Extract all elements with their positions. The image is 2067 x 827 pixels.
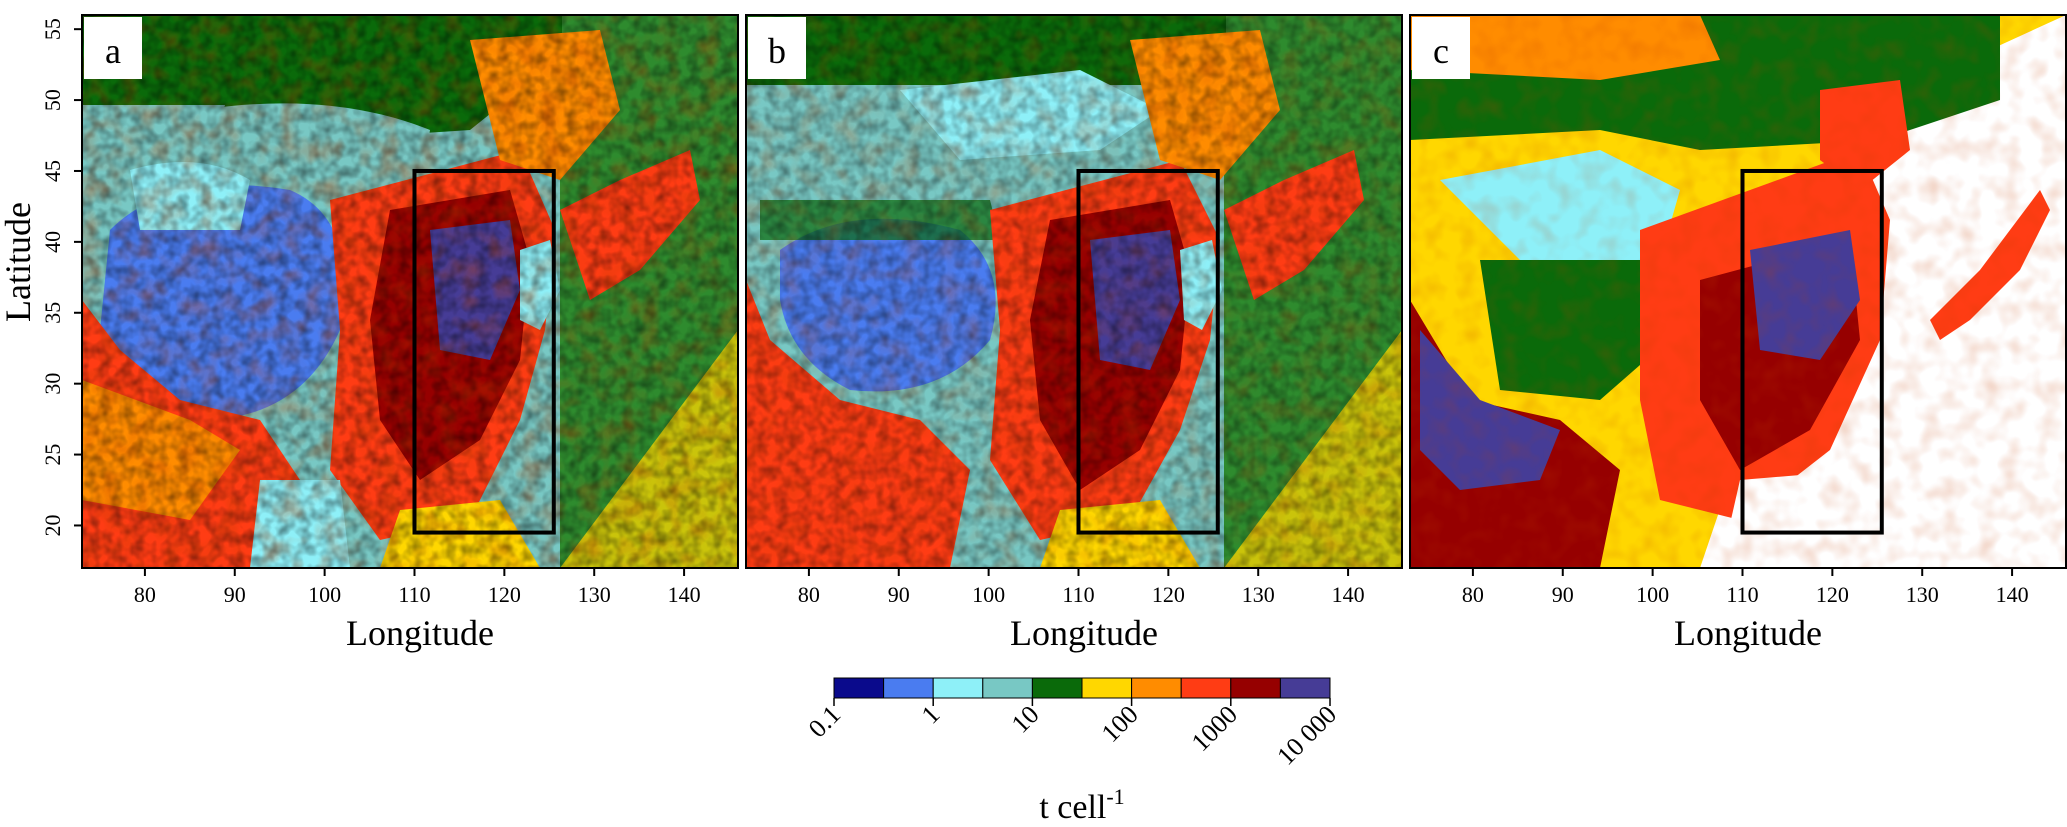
colorbar-swatch xyxy=(1230,677,1281,699)
texture-overlay xyxy=(1410,15,2066,568)
colorbar-swatch xyxy=(1180,677,1232,699)
colorbar-tick-label: 1 xyxy=(916,700,946,730)
lat-tick-label: 25 xyxy=(40,444,65,466)
x-axis-title-a: Longitude xyxy=(346,613,494,653)
panel-b-label-box xyxy=(748,17,806,79)
colorbar-swatch xyxy=(1081,677,1133,699)
colorbar-swatch xyxy=(932,677,984,699)
colorbar-tick-label: 10 xyxy=(1006,700,1045,739)
panel-b-frame xyxy=(745,14,1403,569)
study-region-boxes xyxy=(412,168,1884,535)
colorbar-swatch xyxy=(833,677,885,699)
x-axis-title-c: Longitude xyxy=(1674,613,1822,653)
lon-tick-label: 140 xyxy=(1996,582,2029,607)
legend-unit-exponent: -1 xyxy=(1106,784,1124,809)
lon-tick-label: 90 xyxy=(1552,582,1574,607)
latitude-axis: 55 50 45 40 35 30 25 20 xyxy=(40,18,82,536)
lon-tick-label: 100 xyxy=(972,582,1005,607)
panel-b xyxy=(746,15,1402,568)
lat-tick-label: 30 xyxy=(40,373,65,395)
colorbar-swatch xyxy=(1131,677,1182,699)
panel-c xyxy=(1410,15,2066,568)
lon-tick-label: 130 xyxy=(1906,582,1939,607)
lon-tick-label: 90 xyxy=(224,582,246,607)
panel-c-label: c xyxy=(1433,31,1449,71)
colorbar-legend: 0.1 1 10 100 1000 10 000 xyxy=(803,677,1342,771)
panel-c-label-box xyxy=(1412,17,1470,79)
lon-tick-label: 120 xyxy=(488,582,521,607)
lon-tick-label: 80 xyxy=(134,582,156,607)
lat-tick-label: 20 xyxy=(40,514,65,536)
lon-tick-label: 80 xyxy=(1462,582,1484,607)
panel-c-frame xyxy=(1409,14,2067,569)
lat-tick-label: 50 xyxy=(40,89,65,111)
lon-tick-label: 120 xyxy=(1816,582,1849,607)
lon-tick-label: 80 xyxy=(798,582,820,607)
lon-tick-label: 110 xyxy=(1726,582,1758,607)
legend-unit-label: t cell-1 xyxy=(1039,784,1124,826)
panel-a-label: a xyxy=(105,31,121,71)
lat-tick-label: 40 xyxy=(40,231,65,253)
lon-tick-label: 130 xyxy=(578,582,611,607)
y-axis-title: Latitude xyxy=(0,202,38,322)
lon-tick-label: 140 xyxy=(1332,582,1365,607)
lon-tick-label: 90 xyxy=(888,582,910,607)
lat-tick-label: 45 xyxy=(40,160,65,182)
colorbar-tick-label: 10 000 xyxy=(1271,700,1342,771)
colorbar-swatch xyxy=(982,677,1033,699)
x-axis-title-b: Longitude xyxy=(1010,613,1158,653)
legend-unit-base: t cell xyxy=(1039,789,1106,826)
lat-tick-label: 35 xyxy=(40,302,65,324)
lat-tick-label: 55 xyxy=(40,18,65,40)
colorbar-swatch xyxy=(1279,677,1331,699)
colorbar-tick-label: 0.1 xyxy=(803,700,846,743)
longitude-axes: 80 90 100 110 120 130 140 80 90 100 110 120 130 140 80… xyxy=(134,568,2029,607)
panel-a-label-box xyxy=(84,17,142,79)
colorbar-swatch xyxy=(883,677,934,699)
lon-tick-label: 130 xyxy=(1242,582,1275,607)
study-box-b xyxy=(1076,168,1220,535)
colorbar-tick-label: 100 xyxy=(1096,700,1144,748)
lon-tick-label: 100 xyxy=(1636,582,1669,607)
lon-tick-label: 140 xyxy=(668,582,701,607)
lon-tick-label: 100 xyxy=(308,582,341,607)
lon-tick-label: 120 xyxy=(1152,582,1185,607)
texture-overlay-2 xyxy=(82,15,738,568)
colorbar-swatch xyxy=(1031,677,1083,699)
panel-a-frame xyxy=(81,14,739,569)
colorbar-tick-label: 1000 xyxy=(1186,700,1243,757)
study-box-c xyxy=(1740,168,1884,535)
study-box-a xyxy=(412,168,556,535)
texture-overlay-2 xyxy=(746,15,1402,568)
lon-tick-label: 110 xyxy=(1062,582,1094,607)
lon-tick-label: 110 xyxy=(398,582,430,607)
panel-a xyxy=(82,15,738,568)
panel-b-label: b xyxy=(768,31,786,71)
